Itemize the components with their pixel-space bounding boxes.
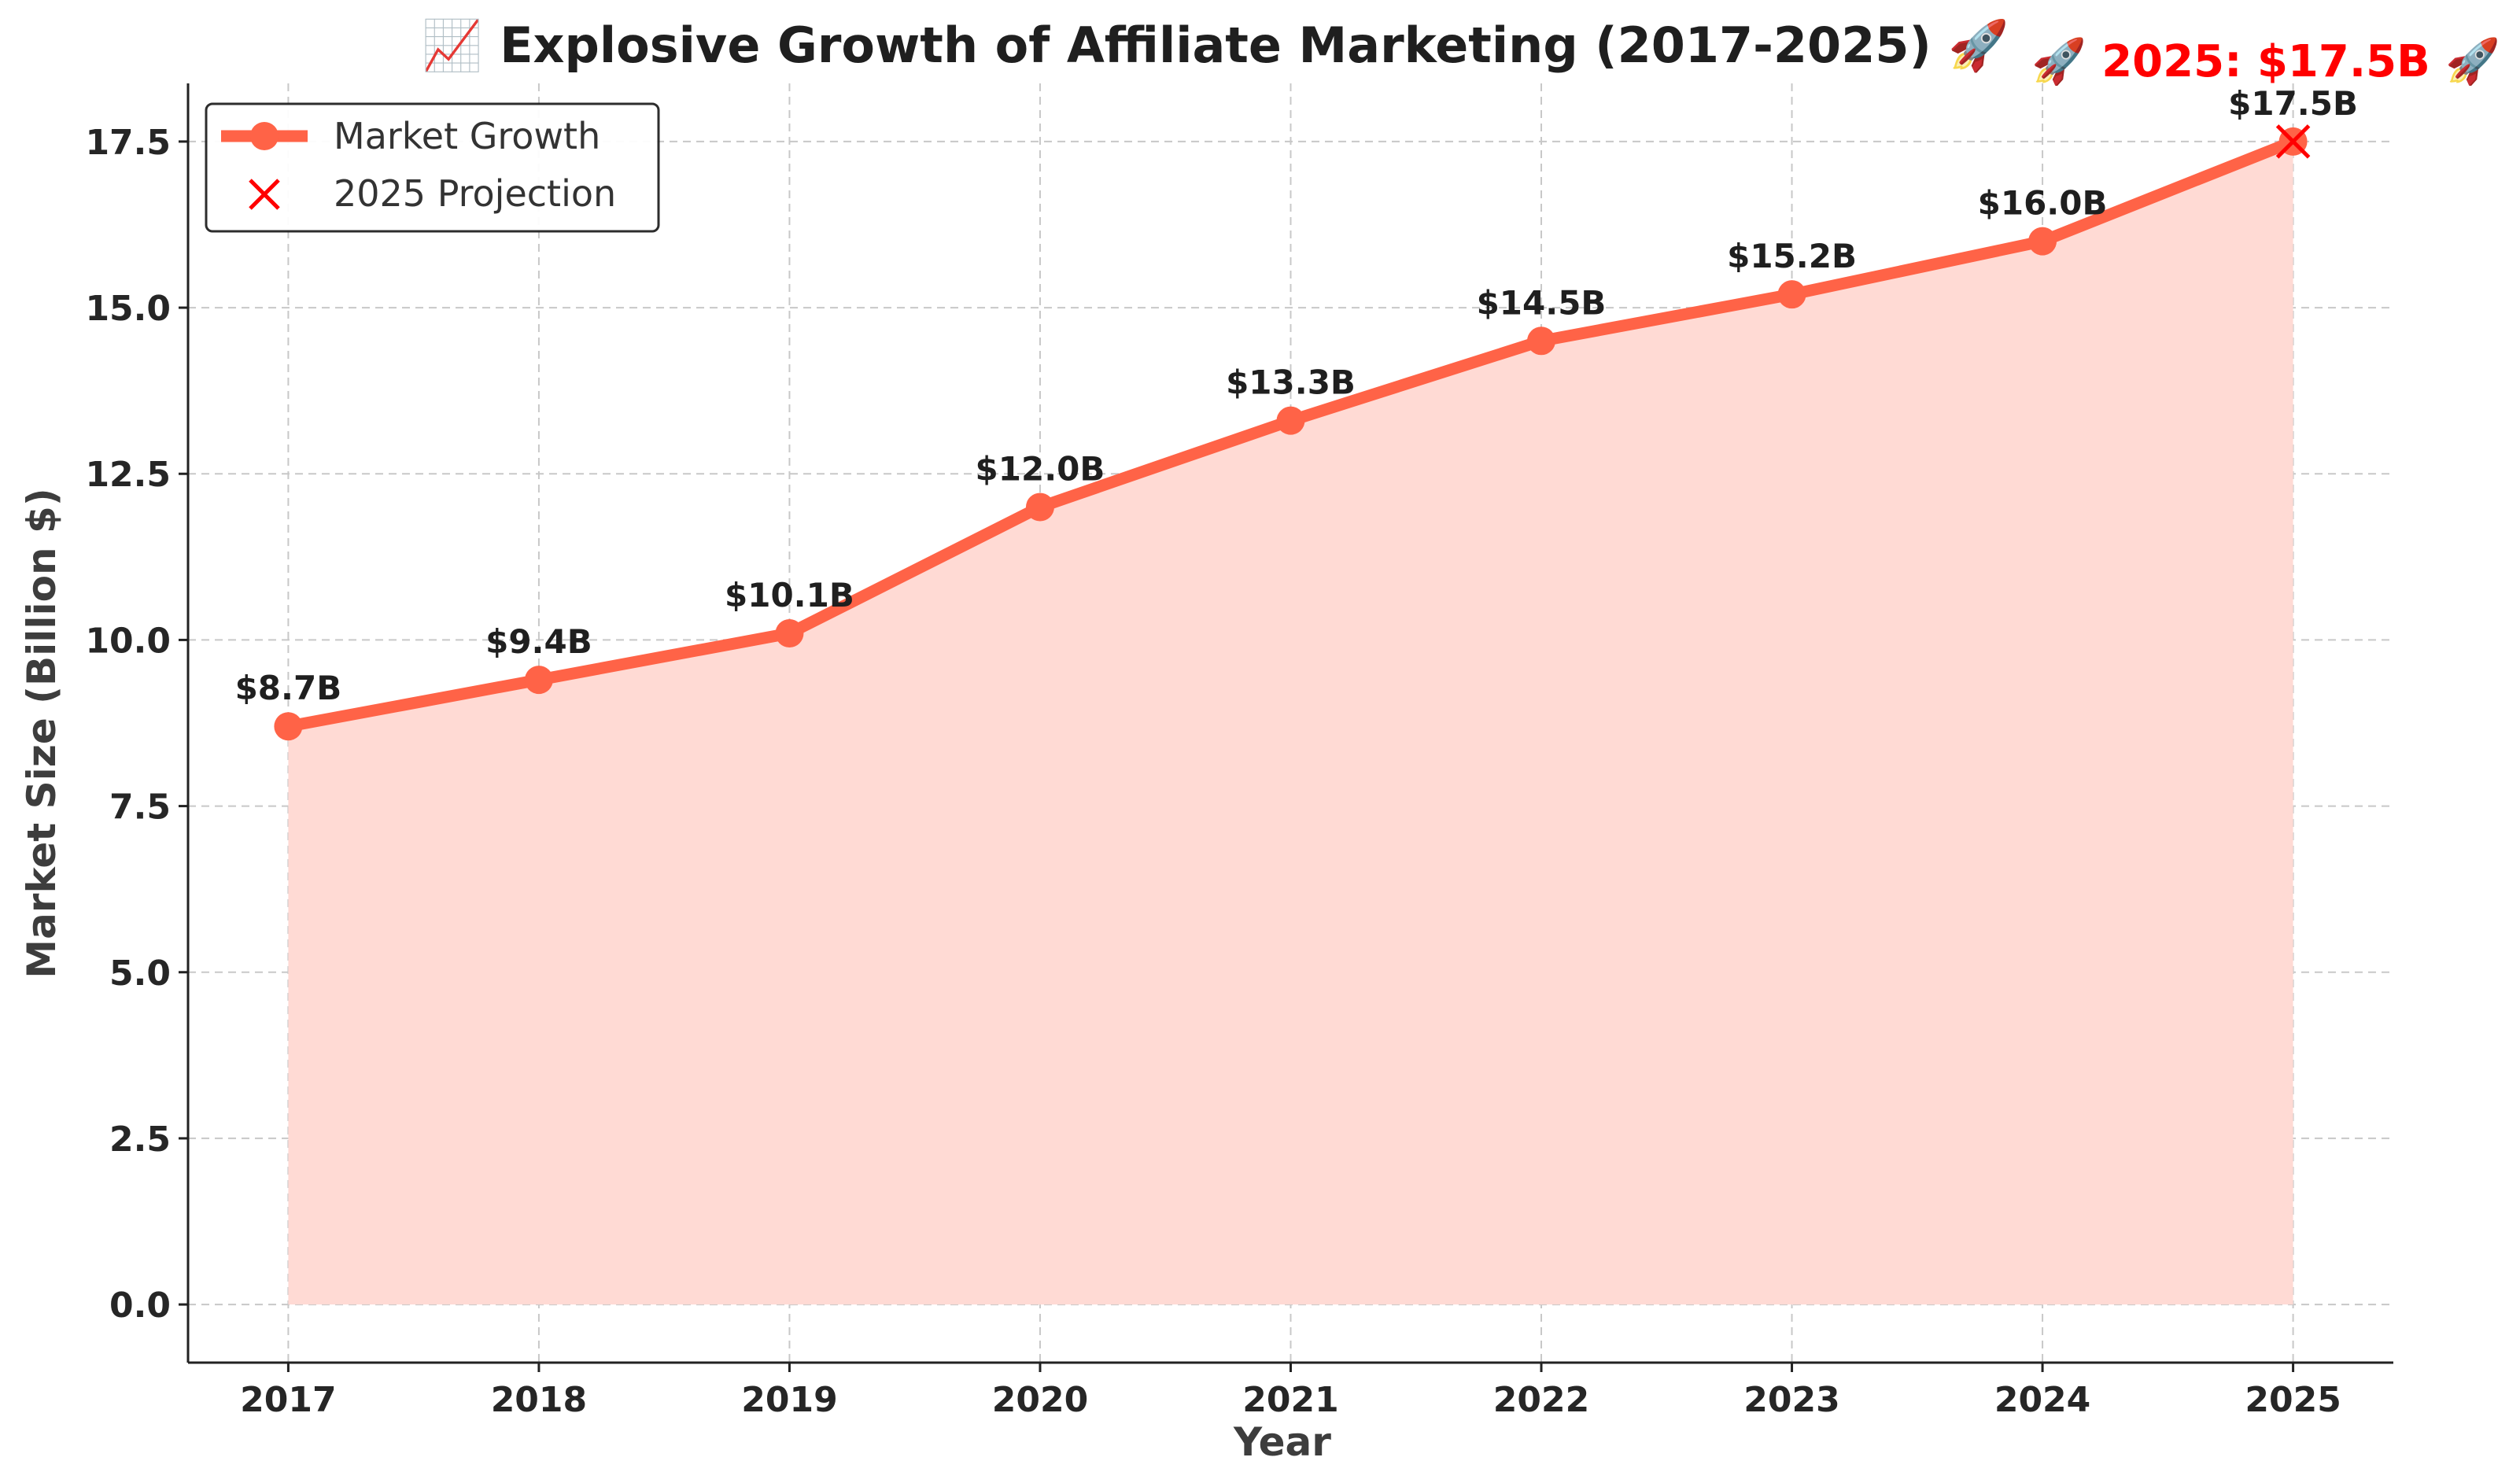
- projection-marker-group: [2275, 124, 2311, 159]
- data-label-2021: $13.3B: [1226, 363, 1356, 402]
- legend-x-stroke-b: [249, 179, 280, 210]
- data-label-2020: $12.0B: [976, 449, 1105, 488]
- y-tick-label-2: 5.0: [109, 954, 171, 994]
- x-tick-label-2019: 2019: [741, 1380, 837, 1420]
- data-label-2025: $17.5B: [2228, 84, 2358, 123]
- chart-title: 📈 Explosive Growth of Affiliate Marketin…: [422, 17, 2009, 74]
- data-point-2024: [2028, 227, 2057, 256]
- legend: Market Growth 2025 Projection: [205, 102, 660, 233]
- x-tick-label-2017: 2017: [240, 1380, 336, 1420]
- x-tick-label-2021: 2021: [1242, 1380, 1338, 1420]
- data-point-2023: [1777, 280, 1806, 309]
- data-point-2022: [1527, 326, 1556, 356]
- legend-box: [205, 102, 660, 233]
- data-point-2017: [274, 712, 303, 741]
- x-axis-title: Year: [1233, 1419, 1331, 1465]
- data-label-2018: $9.4B: [485, 622, 592, 661]
- y-tick-label-7: 17.5: [85, 123, 171, 163]
- data-label-2017: $8.7B: [235, 669, 342, 707]
- legend-marker-icon: [250, 122, 279, 150]
- data-label-2024: $16.0B: [1978, 184, 2108, 223]
- data-point-2021: [1276, 406, 1305, 435]
- y-tick-label-6: 15.0: [85, 289, 171, 329]
- area-fill: [288, 141, 2293, 1305]
- y-tick-label-4: 10.0: [85, 621, 171, 661]
- data-point-2018: [524, 666, 553, 695]
- data-label-2019: $10.1B: [725, 576, 854, 614]
- projection-marker: [2275, 124, 2311, 159]
- data-label-2022: $14.5B: [1477, 283, 1607, 322]
- data-point-2019: [775, 618, 804, 647]
- legend-label-projection: 2025 Projection: [334, 172, 616, 215]
- y-axis-title: Market Size (Billion $): [19, 488, 65, 978]
- legend-label-market-growth: Market Growth: [334, 115, 600, 157]
- x-tick-label-2025: 2025: [2245, 1380, 2341, 1420]
- y-tick-label-1: 2.5: [109, 1120, 171, 1160]
- y-tick-label-5: 12.5: [85, 455, 171, 495]
- x-tick-label-2022: 2022: [1493, 1380, 1589, 1420]
- projection-annotation: 🚀 2025: $17.5B 🚀: [2031, 36, 2500, 87]
- projection-marker-stroke-b: [2275, 124, 2311, 159]
- x-tick-label-2018: 2018: [491, 1380, 587, 1420]
- data-label-2023: $15.2B: [1727, 237, 1857, 275]
- data-point-2020: [1025, 492, 1054, 522]
- x-tick-label-2024: 2024: [1994, 1380, 2090, 1420]
- data-labels: $8.7B $9.4B $10.1B $12.0B $13.3B $14.5B $15.2B…: [235, 84, 2358, 707]
- x-tick-label-2020: 2020: [992, 1380, 1088, 1420]
- y-tick-label-0: 0.0: [109, 1286, 171, 1326]
- legend-x-icon: [249, 179, 280, 210]
- axes: 0.0 2.5 5.0 7.5 10.0 12.5 15.0 17.5 2017 2018 2019…: [85, 83, 2393, 1420]
- y-tick-label-3: 7.5: [109, 788, 171, 828]
- x-tick-label-2023: 2023: [1743, 1380, 1839, 1420]
